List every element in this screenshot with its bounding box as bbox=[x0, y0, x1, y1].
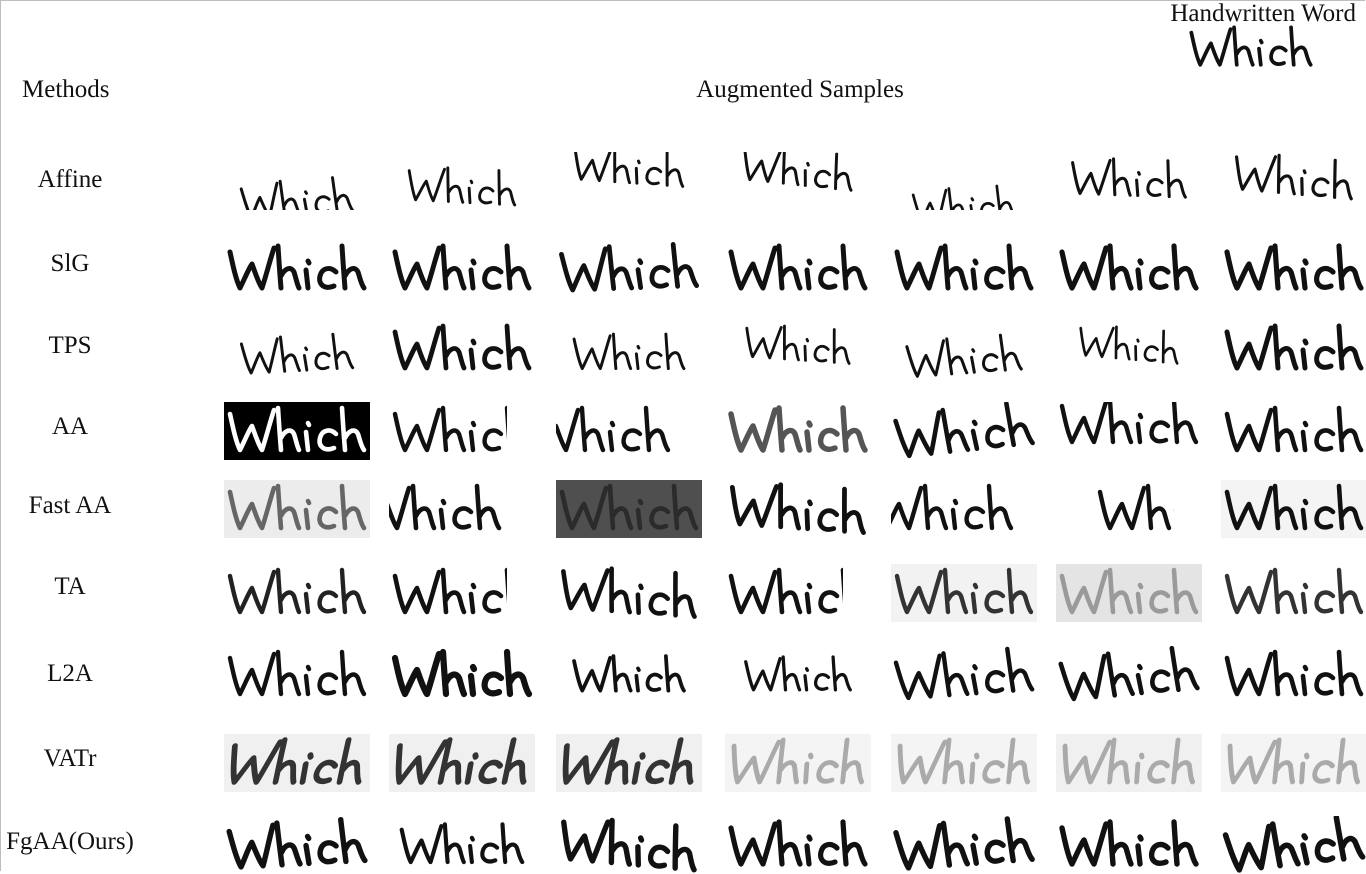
method-label-tps: TPS bbox=[48, 332, 92, 359]
augmented-sample-6-2 bbox=[389, 564, 535, 622]
augmented-sample-1-4 bbox=[725, 152, 871, 210]
augmented-sample-6-4 bbox=[725, 564, 871, 622]
augmented-sample-1-3 bbox=[556, 152, 702, 210]
augmented-sample-1-6 bbox=[1056, 152, 1202, 210]
augmented-sample-7-3 bbox=[556, 646, 702, 704]
augmented-sample-4-4 bbox=[725, 402, 871, 460]
augmented-sample-3-1 bbox=[224, 320, 370, 378]
augmented-sample-2-2 bbox=[389, 240, 535, 298]
augmented-sample-1-7 bbox=[1221, 152, 1366, 210]
augmented-sample-5-1 bbox=[224, 480, 370, 538]
augmented-sample-1-5 bbox=[891, 152, 1037, 210]
augmented-sample-9-1 bbox=[224, 816, 370, 874]
method-label-slg: SlG bbox=[50, 250, 90, 277]
augmented-sample-3-3 bbox=[556, 320, 702, 378]
augmented-sample-2-6 bbox=[1056, 240, 1202, 298]
reference-handwritten-word bbox=[1186, 22, 1316, 78]
method-label-vatr: VATr bbox=[43, 745, 97, 772]
augmented-sample-9-7 bbox=[1221, 816, 1366, 874]
augmented-sample-7-7 bbox=[1221, 646, 1366, 704]
methods-header: Methods bbox=[22, 76, 110, 103]
augmented-sample-3-5 bbox=[891, 320, 1037, 378]
augmented-sample-4-3 bbox=[556, 402, 702, 460]
method-label-affine: Affine bbox=[37, 166, 103, 193]
augmented-sample-6-6 bbox=[1056, 564, 1202, 622]
augmented-sample-3-6 bbox=[1056, 320, 1202, 378]
augmented-sample-2-4 bbox=[725, 240, 871, 298]
augmented-sample-9-3 bbox=[556, 816, 702, 874]
augmented-sample-2-7 bbox=[1221, 240, 1366, 298]
augmented-sample-8-1 bbox=[224, 734, 370, 792]
augmented-sample-4-6 bbox=[1056, 402, 1202, 460]
augmented-sample-8-2 bbox=[389, 734, 535, 792]
augmented-sample-8-4 bbox=[725, 734, 871, 792]
augmented-sample-6-3 bbox=[556, 564, 702, 622]
augmented-sample-2-3 bbox=[556, 240, 702, 298]
augmented-sample-4-2 bbox=[389, 402, 535, 460]
augmented-sample-2-5 bbox=[891, 240, 1037, 298]
augmented-sample-7-5 bbox=[891, 646, 1037, 704]
augmented-sample-5-4 bbox=[725, 480, 871, 538]
method-label-l2a: L2A bbox=[47, 660, 93, 687]
augmented-sample-4-5 bbox=[891, 402, 1037, 460]
augmented-sample-5-6 bbox=[1056, 480, 1202, 538]
augmented-sample-2-1 bbox=[224, 240, 370, 298]
augmented-sample-5-3 bbox=[556, 480, 702, 538]
augmented-sample-9-4 bbox=[725, 816, 871, 874]
augmented-sample-5-5 bbox=[891, 480, 1037, 538]
augmented-sample-8-7 bbox=[1221, 734, 1366, 792]
augmented-sample-7-4 bbox=[725, 646, 871, 704]
augmented-sample-3-2 bbox=[389, 320, 535, 378]
method-label-ta: TA bbox=[54, 573, 86, 600]
augmented-sample-6-7 bbox=[1221, 564, 1366, 622]
augmented-sample-1-2 bbox=[389, 152, 535, 210]
augmented-sample-7-2 bbox=[389, 646, 535, 704]
method-label-aa: AA bbox=[51, 413, 89, 440]
augmented-sample-4-7 bbox=[1221, 402, 1366, 460]
augmented-sample-4-1 bbox=[224, 402, 370, 460]
method-label-fast-aa: Fast AA bbox=[28, 492, 112, 519]
augmented-sample-1-1 bbox=[224, 152, 370, 210]
augmented-sample-7-6 bbox=[1056, 646, 1202, 704]
augmented-sample-8-6 bbox=[1056, 734, 1202, 792]
method-label-fgaa-ours: FgAA(Ours) bbox=[6, 828, 134, 855]
augmented-sample-7-1 bbox=[224, 646, 370, 704]
augmented-samples-header: Augmented Samples bbox=[696, 76, 904, 103]
augmented-sample-6-1 bbox=[224, 564, 370, 622]
augmented-sample-8-5 bbox=[891, 734, 1037, 792]
augmented-sample-8-3 bbox=[556, 734, 702, 792]
augmented-sample-5-7 bbox=[1221, 480, 1366, 538]
augmented-sample-9-5 bbox=[891, 816, 1037, 874]
handwritten-word-label: Handwritten Word bbox=[1170, 0, 1356, 27]
augmented-sample-3-4 bbox=[725, 320, 871, 378]
augmented-sample-3-7 bbox=[1221, 320, 1366, 378]
augmented-sample-9-2 bbox=[389, 816, 535, 874]
augmented-sample-9-6 bbox=[1056, 816, 1202, 874]
augmented-sample-5-2 bbox=[389, 480, 535, 538]
augmented-sample-6-5 bbox=[891, 564, 1037, 622]
